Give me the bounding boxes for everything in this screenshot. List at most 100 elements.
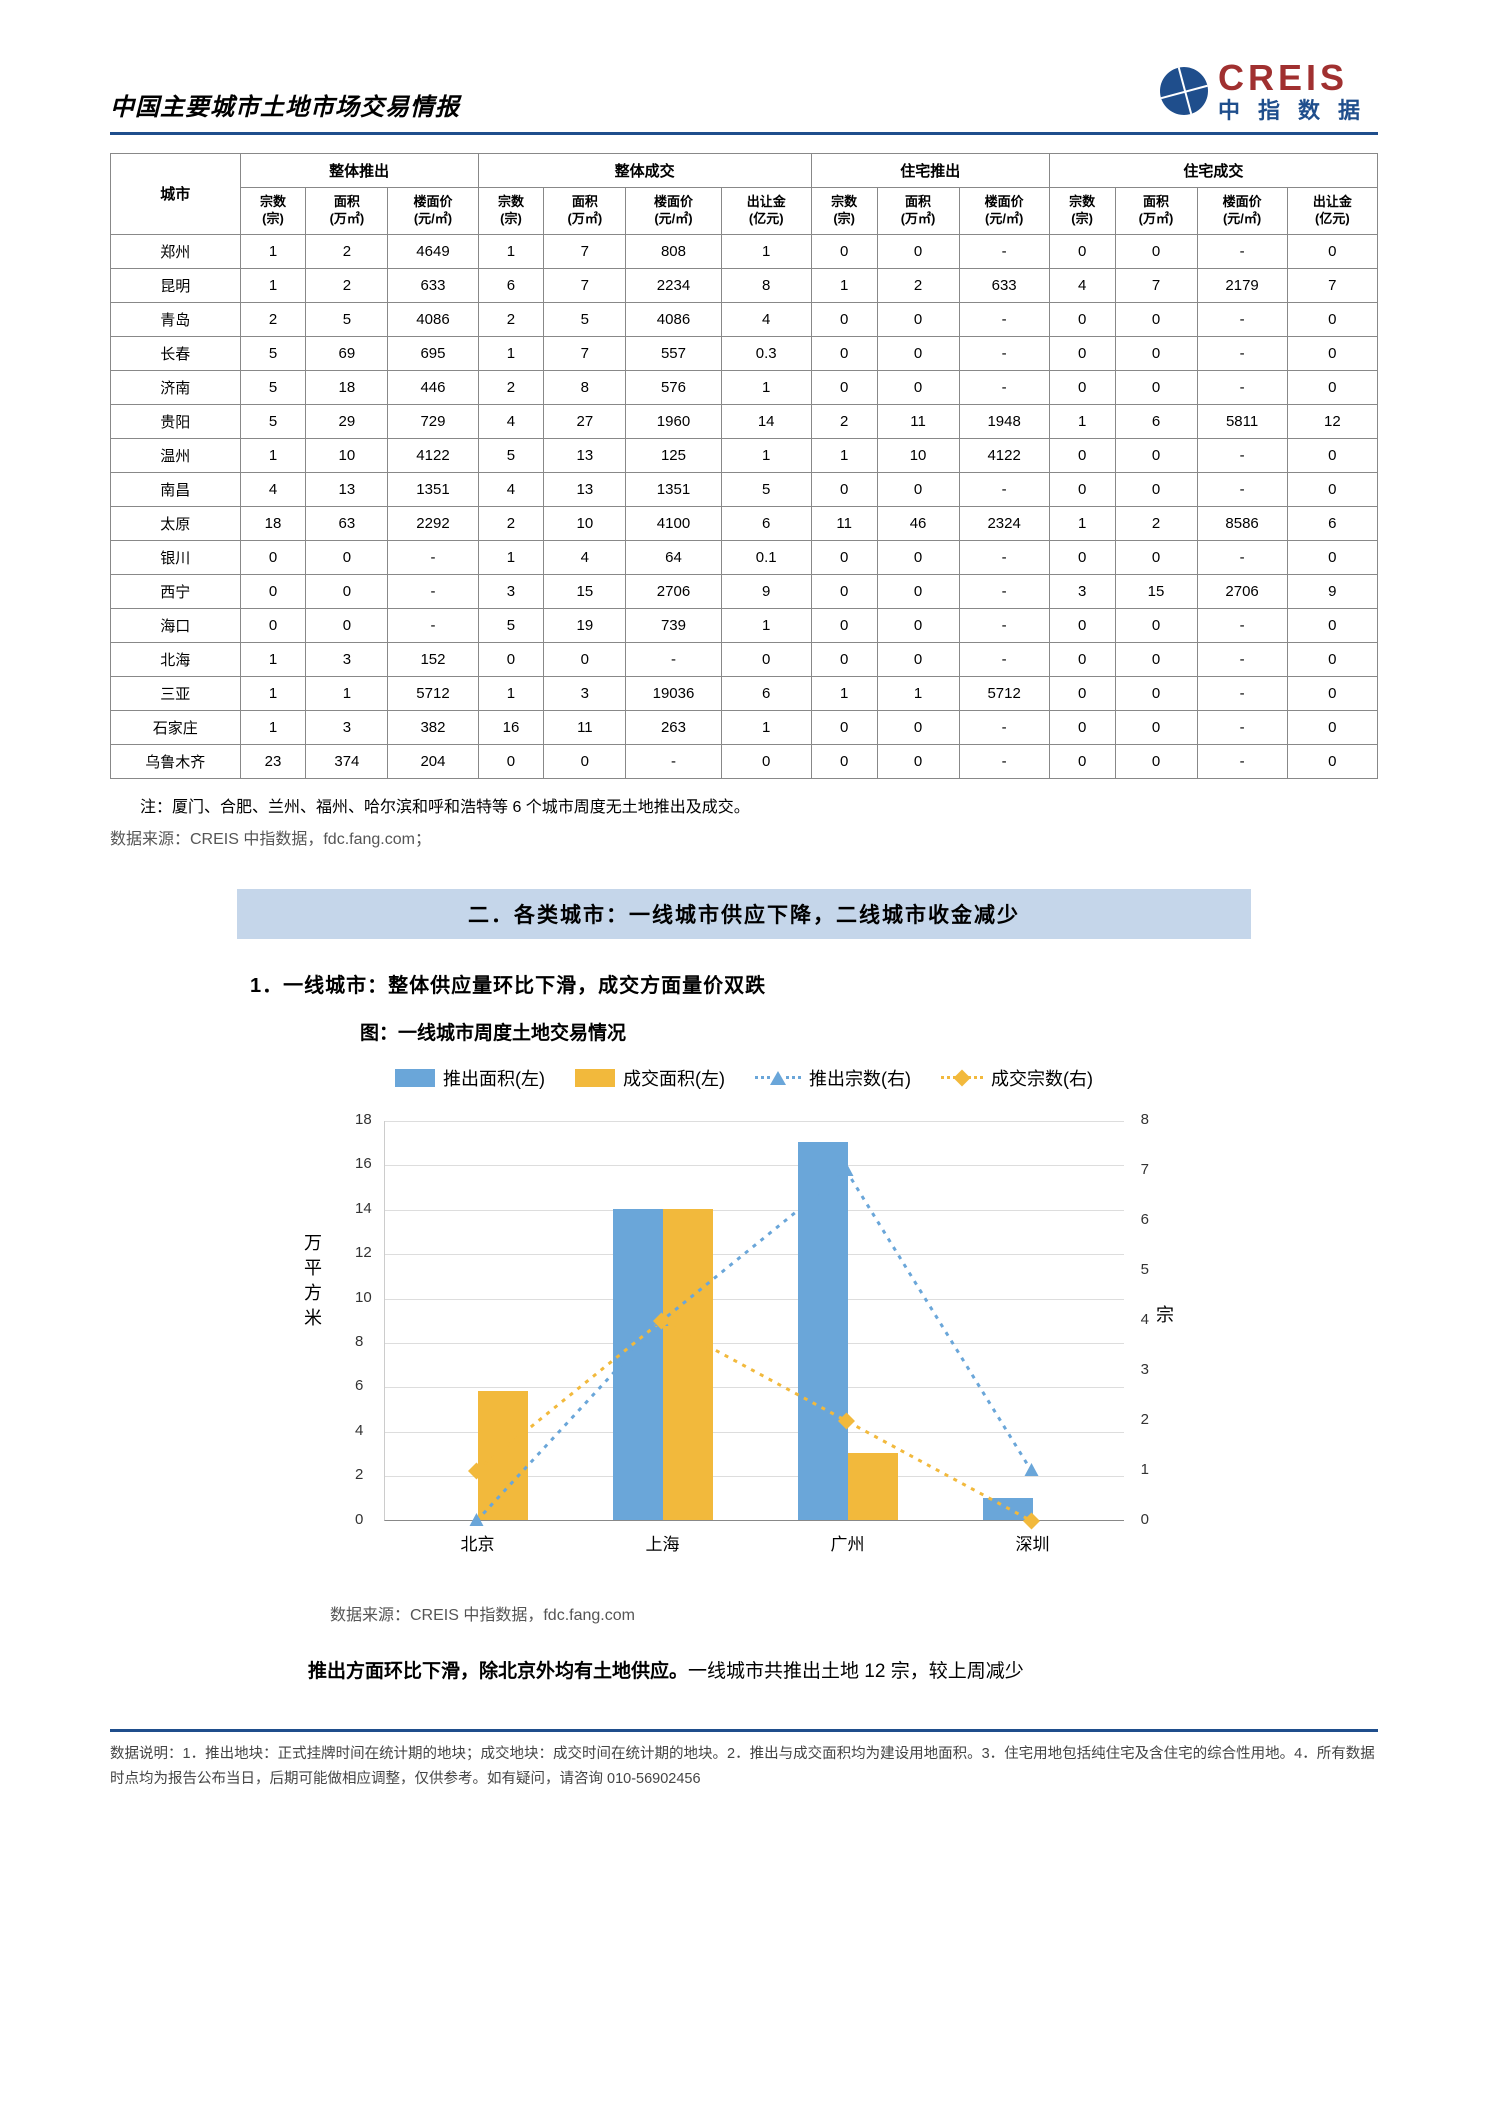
data-cell: 152 [388,642,478,676]
data-cell: 0 [1287,234,1377,268]
data-cell: 46 [877,506,959,540]
col-city: 城市 [111,154,241,235]
footer-divider [110,1729,1378,1732]
data-cell: - [1197,642,1287,676]
data-cell: 0 [240,608,306,642]
data-cell: 2 [478,302,544,336]
data-cell: 0 [1287,744,1377,778]
body-rest: 一线城市共推出土地 12 宗，较上周减少 [688,1661,1024,1682]
y-right-tick: 0 [1141,1511,1149,1528]
data-cell: 0 [1287,642,1377,676]
data-cell: 5 [721,472,811,506]
data-cell: 0 [1115,744,1197,778]
data-cell: 0 [877,608,959,642]
sub-header: 面积 (万㎡) [544,188,626,235]
data-cell: 0 [1287,710,1377,744]
data-cell: 14 [721,404,811,438]
city-cell: 海口 [111,608,241,642]
table-row: 济南51844628576100-00-0 [111,370,1378,404]
legend-bar2: 成交面积(左) [575,1065,725,1091]
data-cell: - [959,744,1049,778]
data-cell: - [1197,370,1287,404]
data-cell: 1 [240,642,306,676]
data-cell: 3 [544,676,626,710]
data-cell: 2 [306,268,388,302]
table-row: 太原1863229221041006114623241285866 [111,506,1378,540]
sub-header: 宗数 (宗) [478,188,544,235]
bar-launch-area [798,1142,848,1520]
page-header: 中国主要城市土地市场交易情报 CREIS 中指数据 [110,60,1378,122]
sub-header: 宗数 (宗) [1049,188,1115,235]
data-cell: - [1197,710,1287,744]
data-cell: 0 [811,608,877,642]
chart-legend: 推出面积(左) 成交面积(左) 推出宗数(右) 成交宗数(右) [110,1065,1378,1091]
data-cell: 6 [1115,404,1197,438]
y-right-tick: 2 [1141,1411,1149,1428]
data-cell: 374 [306,744,388,778]
data-cell: 1 [811,438,877,472]
data-cell: 0 [811,302,877,336]
data-cell: - [1197,336,1287,370]
bar-deal-area [478,1391,528,1520]
data-cell: 263 [626,710,721,744]
table-note: 注：厦门、合肥、兰州、福州、哈尔滨和呼和浩特等 6 个城市周度无土地推出及成交。 [140,793,1378,817]
data-cell: - [1197,302,1287,336]
data-cell: 633 [959,268,1049,302]
y-right-tick: 6 [1141,1211,1149,1228]
data-cell: 1 [478,540,544,574]
data-cell: 0 [811,336,877,370]
table-source: 数据来源：CREIS 中指数据，fdc.fang.com； [110,825,1378,849]
data-cell: 19 [544,608,626,642]
data-cell: - [1197,608,1287,642]
data-cell: 5 [240,404,306,438]
table-header: 城市 整体推出 整体成交 住宅推出 住宅成交 宗数 (宗)面积 (万㎡)楼面价 … [111,154,1378,235]
data-cell: 23 [240,744,306,778]
y-left-tick: 14 [355,1200,372,1217]
data-cell: 0 [877,234,959,268]
sub-heading: 1．一线城市：整体供应量环比下滑，成交方面量价双跌 [250,969,1378,998]
data-cell: 13 [306,472,388,506]
data-cell: 5811 [1197,404,1287,438]
y-left-tick: 16 [355,1155,372,1172]
data-cell: - [1197,540,1287,574]
data-cell: 2 [1115,506,1197,540]
data-cell: 0 [877,540,959,574]
table-row: 北海1315200-000-00-0 [111,642,1378,676]
data-cell: 19036 [626,676,721,710]
city-cell: 郑州 [111,234,241,268]
table-row: 石家庄133821611263100-00-0 [111,710,1378,744]
table-row: 西宁00-3152706900-31527069 [111,574,1378,608]
data-cell: - [1197,472,1287,506]
data-cell: 16 [478,710,544,744]
data-cell: 0 [1049,676,1115,710]
data-cell: 18 [240,506,306,540]
data-cell: - [959,302,1049,336]
legend-line2: 成交宗数(右) [941,1065,1093,1091]
data-cell: 13 [544,472,626,506]
data-cell: 3 [1049,574,1115,608]
data-cell: 4 [478,404,544,438]
data-cell: 1 [478,234,544,268]
data-cell: 0 [1115,302,1197,336]
data-cell: 1 [306,676,388,710]
table-row: 南昌41313514131351500-00-0 [111,472,1378,506]
data-cell: 12 [1287,404,1377,438]
data-cell: 69 [306,336,388,370]
group-header: 住宅成交 [1049,154,1377,188]
data-cell: 0 [1287,540,1377,574]
data-cell: 6 [478,268,544,302]
land-transaction-table: 城市 整体推出 整体成交 住宅推出 住宅成交 宗数 (宗)面积 (万㎡)楼面价 … [110,153,1378,779]
group-header: 整体推出 [240,154,478,188]
bar-deal-area [848,1453,898,1520]
data-cell: 4 [240,472,306,506]
data-cell: 6 [1287,506,1377,540]
city-cell: 南昌 [111,472,241,506]
data-cell: 1 [478,676,544,710]
data-cell: - [959,574,1049,608]
data-cell: 0.3 [721,336,811,370]
data-cell: 8 [544,370,626,404]
data-cell: 0 [1049,234,1115,268]
city-cell: 济南 [111,370,241,404]
y-left-label: 万平方米 [304,1231,324,1332]
data-cell: 0 [1115,540,1197,574]
